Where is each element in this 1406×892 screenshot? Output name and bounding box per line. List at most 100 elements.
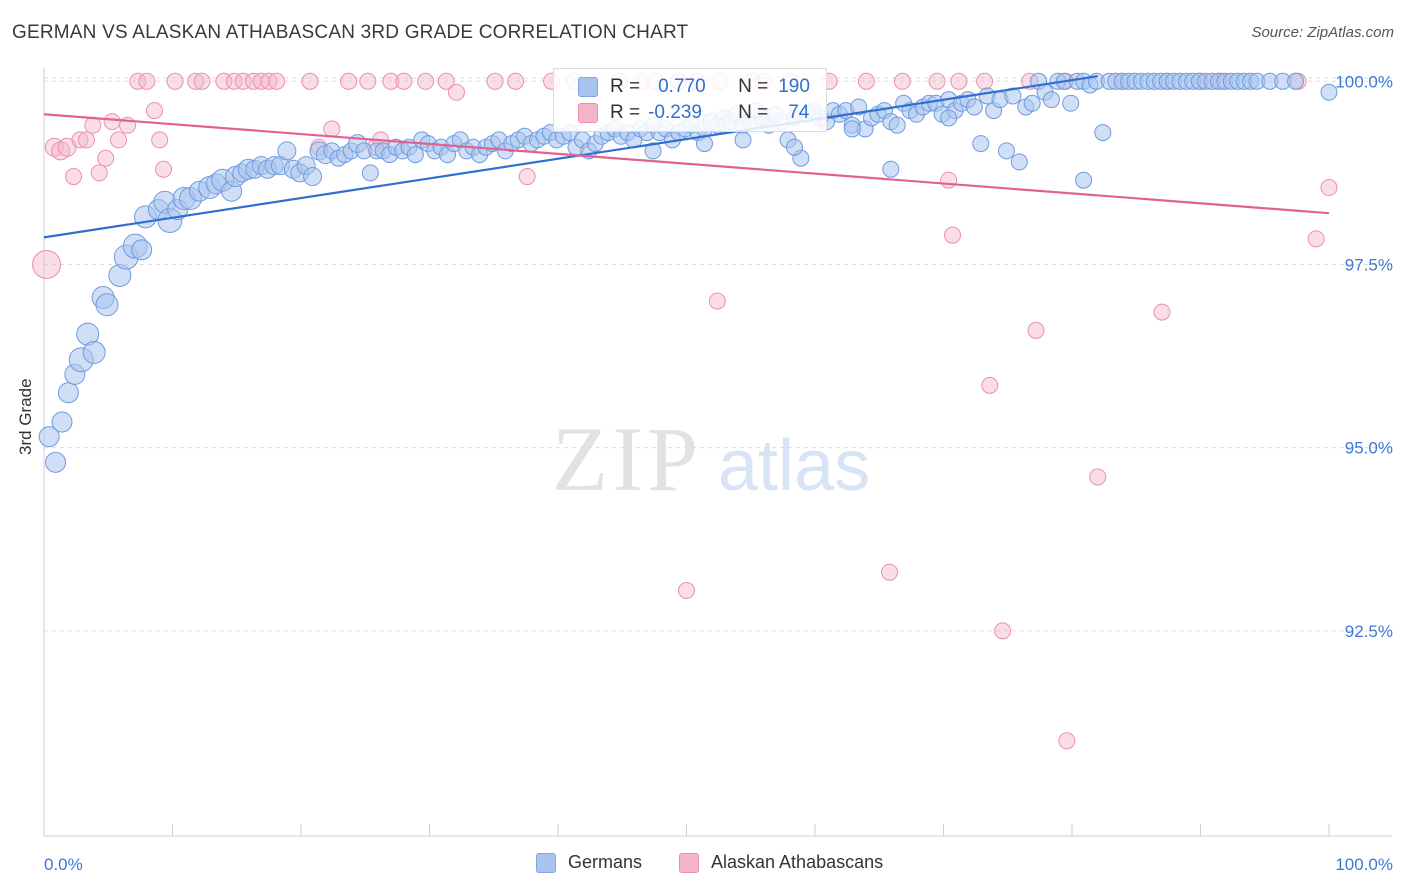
point-athabascans (155, 160, 173, 178)
point-germans (38, 426, 60, 448)
point-athabascans (103, 113, 121, 131)
point-athabascans (881, 563, 899, 581)
point-athabascans (268, 72, 286, 90)
point-athabascans (395, 72, 413, 90)
point-germans (1062, 94, 1080, 112)
point-germans (940, 109, 958, 127)
point-germans (734, 131, 752, 149)
trend-line-athabascans (43, 113, 1330, 215)
series-label-athabascans: Alaskan Athabascans (711, 852, 884, 872)
legend-r-value: -0.239 (648, 102, 702, 123)
point-athabascans (110, 131, 128, 149)
watermark-zip: ZIP (552, 408, 702, 510)
point-athabascans (928, 72, 946, 90)
point-athabascans (32, 249, 62, 279)
y-tick-label: 100.0% (1335, 72, 1393, 91)
point-athabascans (323, 120, 341, 138)
series-legend-athabascans[interactable]: Alaskan Athabascans (679, 852, 883, 873)
legend-r-value: 0.770 (658, 76, 706, 97)
point-athabascans (340, 72, 358, 90)
point-athabascans (1089, 468, 1107, 486)
point-athabascans (1153, 303, 1171, 321)
legend-r-label: R = (610, 102, 641, 123)
point-athabascans (950, 72, 968, 90)
point-athabascans (90, 164, 108, 182)
trend-lines (43, 75, 1330, 239)
series-legend-germans[interactable]: Germans (536, 852, 642, 873)
point-germans (1320, 83, 1338, 101)
point-athabascans (1307, 230, 1325, 248)
legend-row-germans: R = 0.770 N = 190 (578, 74, 810, 100)
point-athabascans (507, 72, 525, 90)
point-germans (644, 142, 662, 160)
legend-swatch-germans (578, 77, 598, 97)
point-athabascans (187, 72, 205, 90)
point-germans (95, 293, 119, 317)
legend-n-label: N = (738, 102, 769, 123)
point-germans (277, 141, 297, 161)
point-athabascans (857, 72, 875, 90)
correlation-legend: R = 0.770 N = 190 R = -0.239 N = 74 (553, 68, 827, 132)
point-athabascans (65, 168, 83, 186)
point-athabascans (146, 102, 164, 120)
point-athabascans (1027, 321, 1045, 339)
point-germans (82, 340, 106, 364)
trend-line-germans (43, 75, 1098, 239)
point-athabascans (708, 292, 726, 310)
point-germans (850, 98, 868, 116)
point-athabascans (518, 168, 536, 186)
point-athabascans (71, 131, 89, 149)
point-athabascans (940, 171, 958, 189)
point-athabascans (129, 72, 147, 90)
series-label-germans: Germans (568, 852, 643, 872)
legend-n-label: N = (738, 76, 769, 97)
point-athabascans (151, 131, 169, 149)
point-athabascans (359, 72, 377, 90)
point-athabascans (234, 72, 252, 90)
point-germans (843, 120, 861, 138)
point-athabascans (215, 72, 233, 90)
point-athabascans (51, 141, 71, 161)
point-germans (361, 164, 379, 182)
y-tick-label: 97.5% (1345, 255, 1393, 274)
source-label: Source: ZipAtlas.com (1251, 24, 1394, 41)
watermark: ZIP atlas (552, 408, 870, 510)
point-athabascans (893, 72, 911, 90)
point-athabascans (943, 226, 961, 244)
point-germans (406, 146, 424, 164)
point-germans (1075, 171, 1093, 189)
point-germans (45, 451, 67, 473)
point-germans (51, 411, 73, 433)
point-germans (1023, 94, 1041, 112)
point-germans (1010, 153, 1028, 171)
point-athabascans (382, 72, 400, 90)
point-germans (785, 138, 803, 156)
point-germans (1287, 72, 1305, 90)
point-germans (57, 382, 79, 404)
point-athabascans (138, 72, 156, 90)
series-legend: Germans Alaskan Athabascans (0, 852, 1406, 878)
point-athabascans (225, 72, 243, 90)
point-athabascans (1058, 732, 1076, 750)
point-germans (882, 160, 900, 178)
point-athabascans (486, 72, 504, 90)
point-athabascans (1320, 179, 1338, 197)
tick-labels: 92.5% 95.0% 97.5% 100.0% 0.0% 100.0% (44, 72, 1393, 874)
point-athabascans (301, 72, 319, 90)
point-germans (997, 142, 1015, 160)
point-athabascans (193, 72, 211, 90)
point-germans (303, 167, 323, 187)
axes (43, 68, 1392, 837)
point-athabascans (976, 72, 994, 90)
legend-swatch-athabascans (578, 103, 598, 123)
point-germans (131, 239, 153, 261)
legend-n-value: 74 (788, 102, 810, 123)
x-tick-label: 0.0% (44, 855, 83, 874)
legend-row-athabascans: R = -0.239 N = 74 (578, 100, 809, 126)
point-germans (972, 135, 990, 153)
point-germans (965, 98, 983, 116)
series-swatch-athabascans (679, 852, 699, 873)
legend-r-label: R = (610, 76, 641, 97)
x-tick-label: 100.0% (1335, 855, 1393, 874)
